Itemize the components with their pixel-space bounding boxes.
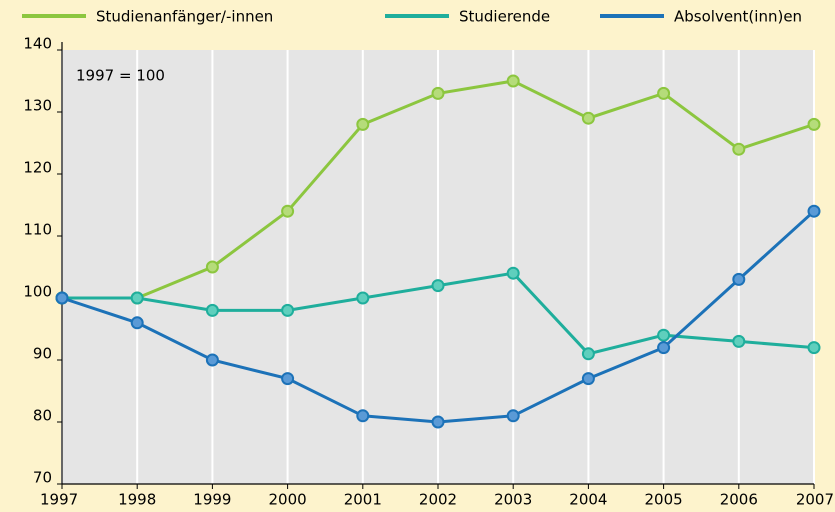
marker (506, 409, 520, 423)
x-tick-label: 1997 (40, 491, 78, 509)
x-tick-label: 2007 (796, 491, 834, 509)
marker (55, 291, 69, 305)
marker (732, 272, 746, 286)
x-tick-label: 2001 (344, 491, 382, 509)
legend-label: Studienanfänger/-innen (96, 8, 273, 26)
marker (657, 341, 671, 355)
marker (581, 347, 595, 361)
x-tick-label: 2000 (269, 491, 307, 509)
marker (732, 142, 746, 156)
x-tick-label: 2002 (419, 491, 457, 509)
marker (732, 334, 746, 348)
marker (356, 291, 370, 305)
marker (581, 111, 595, 125)
y-tick-label: 120 (23, 159, 52, 177)
y-tick-label: 70 (33, 469, 52, 487)
marker (506, 74, 520, 88)
marker (205, 260, 219, 274)
marker (657, 328, 671, 342)
annotation: 1997 = 100 (76, 67, 165, 85)
marker (205, 303, 219, 317)
marker (807, 117, 821, 131)
marker (431, 279, 445, 293)
x-tick-label: 1998 (118, 491, 156, 509)
x-tick-label: 1999 (193, 491, 231, 509)
y-tick-label: 100 (23, 283, 52, 301)
x-tick-label: 2005 (645, 491, 683, 509)
y-tick-label: 110 (23, 221, 52, 239)
y-tick-label: 90 (33, 345, 52, 363)
x-tick-label: 2003 (494, 491, 532, 509)
y-tick-label: 140 (23, 35, 52, 53)
marker (281, 372, 295, 386)
marker (431, 415, 445, 429)
marker (431, 86, 445, 100)
x-tick-label: 2004 (569, 491, 607, 509)
marker (356, 117, 370, 131)
marker (807, 341, 821, 355)
marker (807, 204, 821, 218)
marker (506, 266, 520, 280)
y-tick-label: 130 (23, 97, 52, 115)
legend-label: Absolvent(inn)en (674, 8, 802, 26)
marker (130, 291, 144, 305)
marker (356, 409, 370, 423)
marker (657, 86, 671, 100)
marker (281, 303, 295, 317)
x-tick-label: 2006 (720, 491, 758, 509)
marker (205, 353, 219, 367)
marker (130, 316, 144, 330)
y-tick-label: 80 (33, 407, 52, 425)
marker (281, 204, 295, 218)
marker (581, 372, 595, 386)
legend-label: Studierende (459, 8, 550, 26)
